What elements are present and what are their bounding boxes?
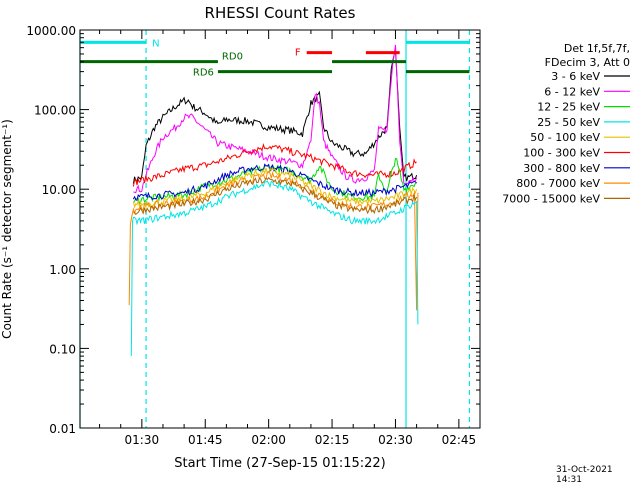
x-tick-label: 02:00 [251,433,286,447]
x-tick-label: 02:45 [442,433,477,447]
x-tick-label: 02:15 [315,433,350,447]
flag-label: F [295,48,301,59]
flag-label: N [152,38,159,49]
series-line [132,50,418,184]
series-line [132,143,417,187]
x-tick-label: 02:30 [378,433,413,447]
y-tick-label: 1.00 [49,263,76,277]
x-axis-label: Start Time (27-Sep-15 01:15:22) [174,456,385,471]
legend-entry-label: 3 - 6 keV [551,70,600,83]
legend-entry-label: 50 - 100 keV [530,131,600,144]
plot-frame [79,29,481,429]
legend-entry-label: 7000 - 15000 keV [502,192,600,205]
series-line [133,176,418,215]
legend-entry-label: 12 - 25 keV [537,101,600,114]
y-axis-label: Count Rate (s⁻¹ detector segment⁻¹) [0,119,14,339]
legend-entry-label: 100 - 300 keV [523,147,600,160]
flag-label: RD0 [222,52,243,63]
legend-entry-label: 6 - 12 keV [544,85,600,98]
flag-label: RD6 [193,68,214,79]
legend-entry-label: 300 - 800 keV [523,162,600,175]
legend-header: FDecim 3, Att 0 [545,56,630,69]
chart-title: RHESSI Count Rates [205,4,356,22]
y-tick-label: 0.10 [49,342,76,356]
legend-entry-label: 25 - 50 keV [537,116,600,129]
series-line [130,180,419,357]
y-tick-label: 1000.00 [26,24,76,38]
legend-header: Det 1f,5f,7f, [564,42,630,55]
y-tick-label: 10.00 [42,183,76,197]
legend-entry-label: 800 - 7000 keV [516,177,600,190]
x-tick-label: 01:45 [188,433,223,447]
legend: Det 1f,5f,7f,FDecim 3, Att 03 - 6 keV 6 -… [502,42,630,205]
y-tick-label: 0.01 [49,422,76,436]
print-timestamp: 31-Oct-2021 14:31 [556,465,613,485]
x-tick-label: 01:30 [125,433,160,447]
y-tick-label: 100.00 [34,104,76,118]
